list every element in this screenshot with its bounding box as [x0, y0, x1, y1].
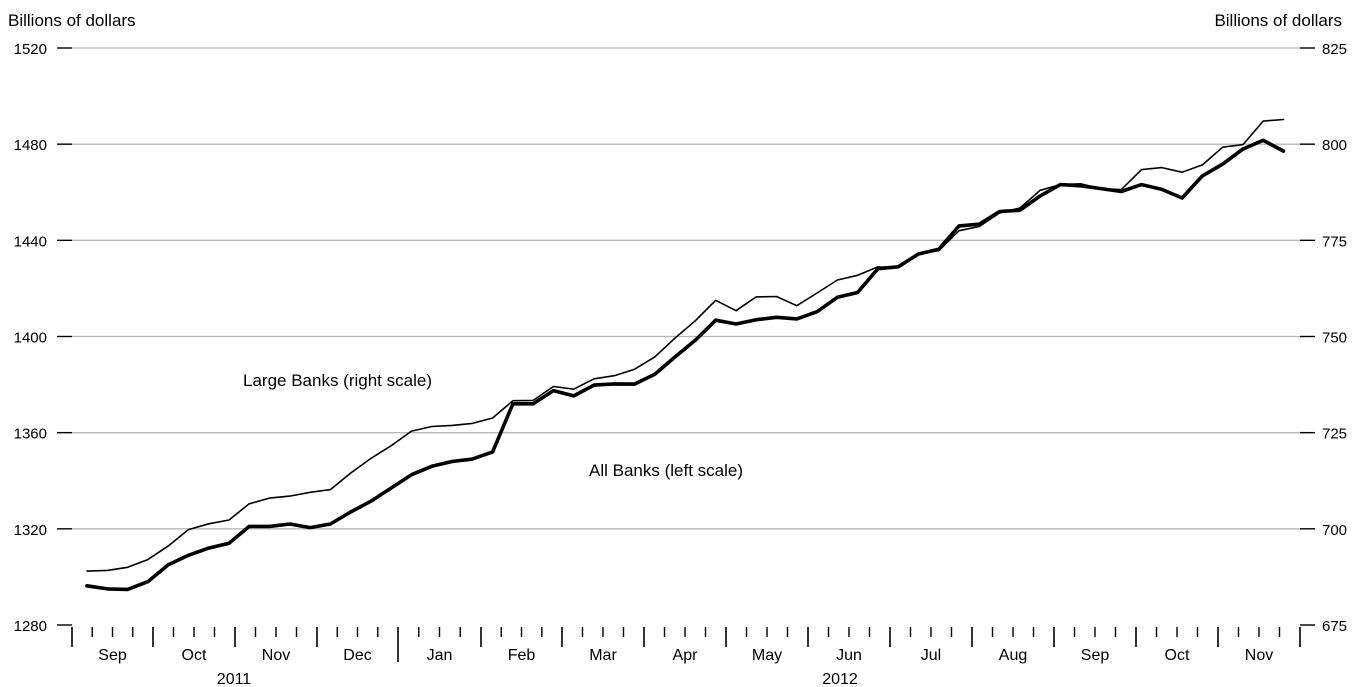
month-label: Mar	[589, 647, 617, 664]
right-tick-label: 750	[1322, 330, 1347, 347]
annotation-all-banks: All Banks (left scale)	[589, 461, 743, 480]
right-tick-label: 775	[1322, 233, 1347, 250]
right-unit-label: Billions of dollars	[1214, 11, 1342, 30]
right-axis: 675 700 725 750 775 800 825	[1300, 41, 1347, 635]
month-label: Jan	[427, 647, 453, 664]
left-tick-label: 1520	[14, 41, 47, 58]
left-tick-label: 1440	[14, 233, 47, 250]
left-tick-label: 1480	[14, 137, 47, 154]
right-tick-label: 725	[1322, 426, 1347, 443]
annotation-large-banks: Large Banks (right scale)	[243, 371, 432, 390]
left-tick-label: 1320	[14, 522, 47, 539]
year-label: 2011	[217, 671, 252, 687]
left-unit-label: Billions of dollars	[8, 11, 136, 30]
month-label: Nov	[262, 647, 290, 664]
year-label: 2012	[822, 671, 858, 687]
series-line-all-banks	[85, 138, 1286, 592]
month-label: Nov	[1245, 647, 1273, 664]
month-label: Dec	[343, 647, 371, 664]
x-axis: Sep Oct Nov Dec Jan Feb Mar Apr May Jun Jul Aug Sep O…	[71, 627, 1301, 687]
month-label: Sep	[1081, 647, 1110, 664]
month-label: May	[752, 647, 782, 664]
left-tick-label: 1400	[14, 330, 47, 347]
month-label: Jun	[836, 647, 862, 664]
right-tick-label: 800	[1322, 137, 1347, 154]
month-label: Feb	[508, 647, 536, 664]
month-label: Jul	[921, 647, 941, 664]
month-label: Aug	[999, 647, 1027, 664]
series-lines	[85, 118, 1286, 592]
month-label: Oct	[182, 647, 207, 664]
month-label: Apr	[673, 647, 699, 664]
month-label: Sep	[98, 647, 127, 664]
grid	[72, 47, 1300, 530]
left-axis: 1280 1320 1360 1400 1440 1480 1520	[14, 41, 72, 635]
left-tick-label: 1280	[14, 618, 47, 635]
left-tick-label: 1360	[14, 426, 47, 443]
month-label: Oct	[1165, 647, 1190, 664]
right-tick-label: 700	[1322, 522, 1347, 539]
right-tick-label: 675	[1322, 618, 1347, 635]
right-tick-label: 825	[1322, 41, 1347, 58]
